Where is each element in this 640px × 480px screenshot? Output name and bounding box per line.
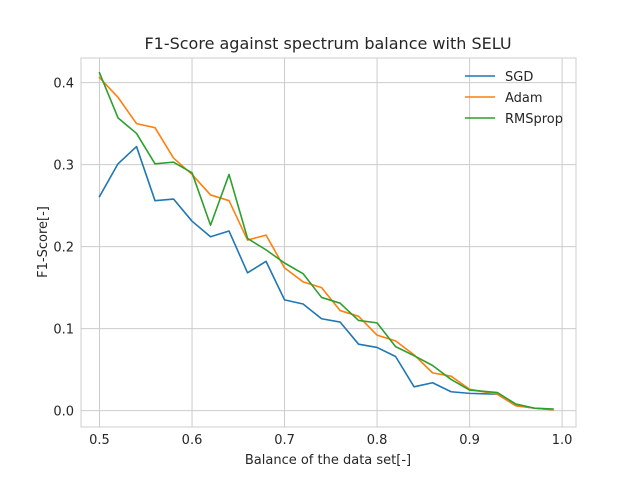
x-tick-label: 1.0 — [552, 433, 573, 448]
x-tick-label: 0.7 — [274, 433, 295, 448]
legend-label-sgd: SGD — [505, 70, 533, 85]
plot-frame — [80, 57, 577, 428]
y-tick-label: 0.0 — [53, 405, 74, 420]
chart-title: F1-Score against spectrum balance with S… — [144, 34, 511, 53]
x-tick-label: 0.5 — [89, 433, 110, 448]
y-tick-label: 0.2 — [53, 241, 74, 256]
series-line-rmsprop — [98, 71, 554, 410]
x-tick-label: 0.6 — [182, 433, 203, 448]
x-tick-label: 0.9 — [459, 433, 480, 448]
y-tick-label: 0.1 — [53, 323, 74, 338]
y-axis-label: F1-Score[-] — [36, 206, 51, 278]
x-tick-label: 0.8 — [367, 433, 388, 448]
legend-label-rmsprop: RMSprop — [505, 112, 563, 127]
series-line-sgd — [98, 145, 554, 411]
series-layer — [98, 71, 554, 411]
grid — [81, 58, 576, 427]
plot-area — [81, 58, 576, 427]
x-axis-label: Balance of the data set[-] — [245, 453, 411, 468]
legend: SGD Adam RMSprop — [465, 70, 563, 127]
y-tick-labels: 0.0 0.1 0.2 0.3 0.4 — [53, 77, 74, 420]
y-tick-label: 0.4 — [53, 77, 74, 92]
y-tick-label: 0.3 — [53, 159, 74, 174]
x-tick-labels: 0.5 0.6 0.7 0.8 0.9 1.0 — [89, 433, 572, 448]
legend-label-adam: Adam — [505, 91, 543, 106]
